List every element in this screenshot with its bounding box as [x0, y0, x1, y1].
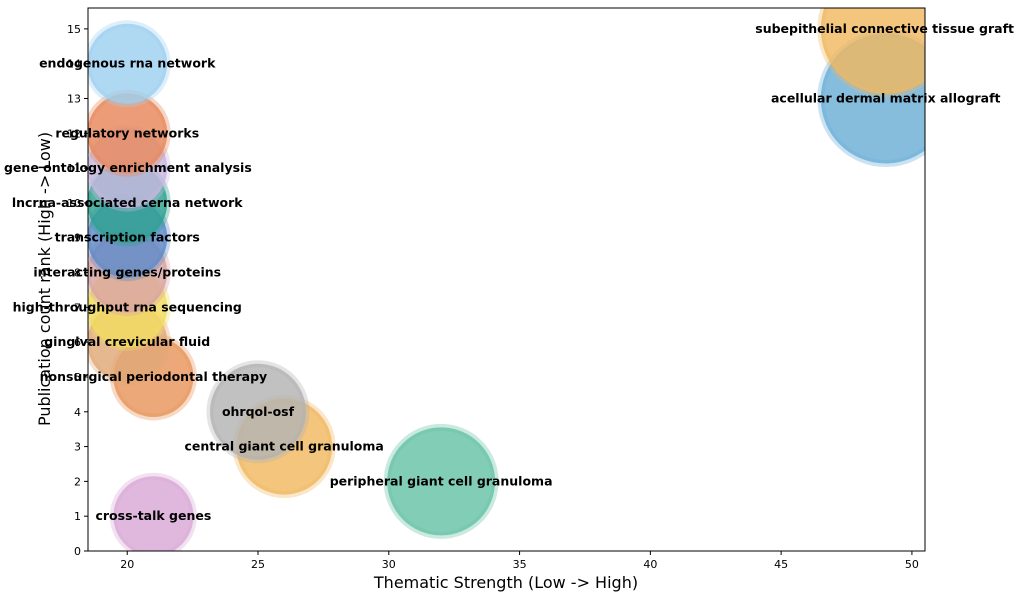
bubble-layer: [87, 0, 951, 556]
y-tick-label: 10: [67, 197, 81, 210]
y-axis-title: Publication count rank (High -> Low): [35, 132, 54, 426]
x-tick-label: 35: [513, 558, 527, 571]
y-tick-label: 12: [67, 127, 81, 140]
bubble-label: gene ontology enrichment analysis: [4, 160, 252, 175]
y-tick-label: 1: [74, 510, 81, 523]
y-tick-label: 9: [74, 232, 81, 245]
bubble-point[interactable]: [109, 472, 197, 556]
bubble-label: lncrna-associated cerna network: [12, 195, 243, 210]
y-tick-label: 5: [74, 371, 81, 384]
x-axis-title: Thematic Strength (Low -> High): [373, 573, 638, 592]
y-tick-label: 7: [74, 301, 81, 314]
bubble-label: central giant cell granuloma: [184, 439, 383, 454]
y-tick-label: 0: [74, 545, 81, 558]
y-tick-label: 8: [74, 267, 81, 280]
y-tick-label: 3: [74, 441, 81, 454]
bubble-point[interactable]: [87, 20, 171, 108]
bubble-label: subepithelial connective tissue graft: [755, 21, 1014, 36]
y-tick-label: 2: [74, 475, 81, 488]
bubble-label: gingival crevicular fluid: [44, 334, 210, 349]
y-tick-label: 4: [74, 406, 81, 419]
bubble-label: interacting genes/proteins: [33, 265, 221, 280]
bubble-label: ohrqol-osf: [222, 404, 295, 419]
bubble-label: endogenous rna network: [39, 56, 216, 71]
x-tick-label: 30: [382, 558, 396, 571]
bubble-label: nonsurgical periodontal therapy: [40, 369, 268, 384]
bubble-label: high-throughput rna sequencing: [13, 299, 242, 314]
x-axis: 20 25 30 35 40 45 50: [120, 551, 919, 571]
plot-frame: [87, 7, 926, 552]
x-tick-label: 45: [774, 558, 788, 571]
bubble-label: peripheral giant cell granuloma: [330, 473, 553, 488]
y-tick-label: 15: [67, 23, 81, 36]
bubble-label-layer: cross-talk genes peripheral giant cell gr…: [4, 21, 1014, 523]
bubble-label: acellular dermal matrix allograft: [771, 91, 1001, 106]
bubble-point[interactable]: [383, 423, 499, 539]
y-tick-label: 11: [67, 162, 81, 175]
x-tick-label: 40: [643, 558, 657, 571]
bubble-point[interactable]: [206, 360, 310, 464]
bubble-label: cross-talk genes: [95, 508, 211, 523]
x-tick-label: 50: [905, 558, 919, 571]
y-tick-label: 13: [67, 93, 81, 106]
bubble-label: transcription factors: [55, 230, 200, 245]
y-tick-label: 6: [74, 336, 81, 349]
x-tick-label: 25: [251, 558, 265, 571]
bubble-point[interactable]: [817, 0, 951, 98]
x-tick-label: 20: [120, 558, 134, 571]
bubble-label: regulatory networks: [55, 125, 199, 140]
y-tick-label: 14: [67, 58, 81, 71]
